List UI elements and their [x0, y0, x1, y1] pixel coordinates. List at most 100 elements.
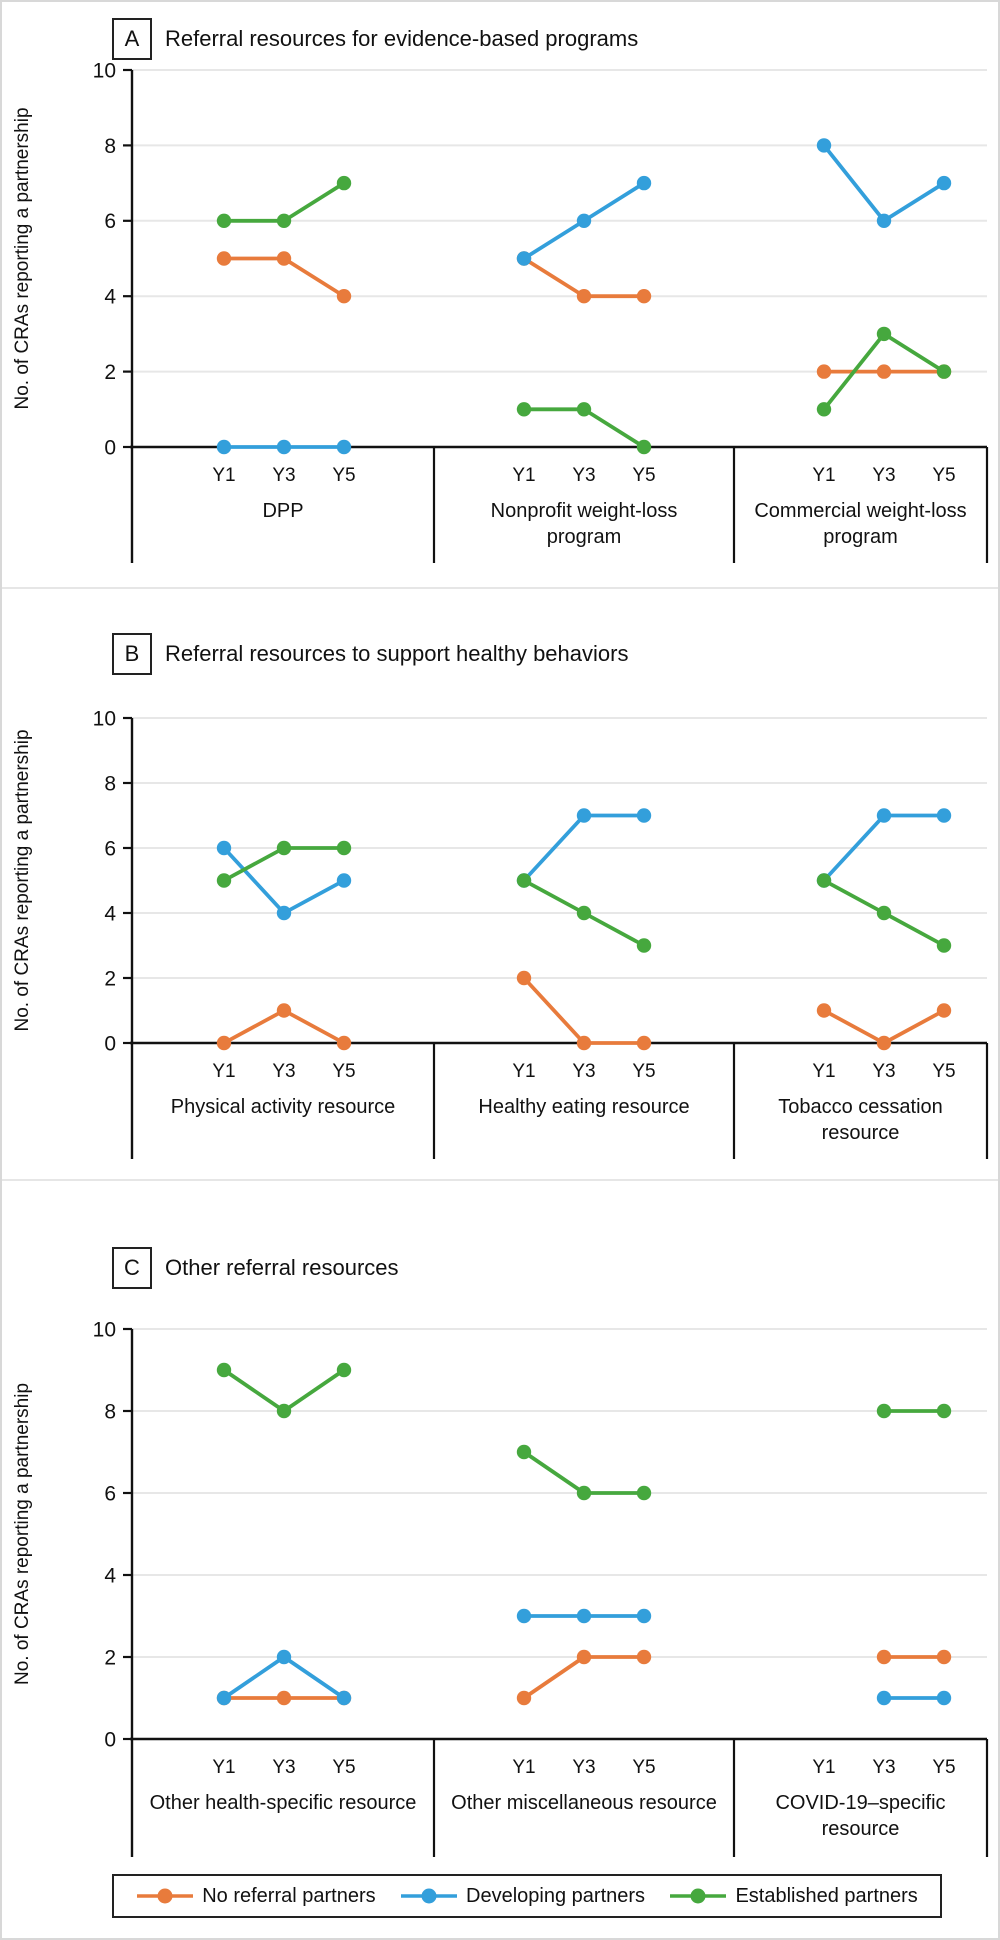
group-label: Healthy eating resource — [478, 1096, 689, 1118]
data-point — [576, 1608, 592, 1624]
data-point — [936, 1649, 952, 1665]
x-tick-label: Y1 — [512, 1757, 535, 1778]
y-tick-label: 4 — [104, 1564, 116, 1587]
group-label: Other miscellaneous resource — [451, 1792, 717, 1814]
x-tick-label: Y5 — [932, 465, 955, 486]
panel-c-title: Other referral resources — [165, 1255, 399, 1280]
panel-b-title-row: B Referral resources to support healthy … — [112, 633, 628, 675]
x-tick-label: Y5 — [332, 1757, 355, 1778]
data-point — [636, 1485, 652, 1501]
data-point — [876, 1690, 892, 1706]
x-tick-label: Y3 — [872, 1757, 895, 1778]
data-point — [336, 175, 352, 191]
group-label: Physical activity resource — [171, 1096, 396, 1118]
group-label: program — [547, 526, 621, 548]
x-tick-label: Y5 — [632, 1757, 655, 1778]
data-point — [276, 1003, 292, 1018]
data-point — [216, 251, 232, 266]
data-point — [216, 840, 232, 856]
data-point — [636, 175, 652, 191]
group-label: resource — [822, 1122, 900, 1144]
group-label: Commercial weight-loss — [754, 500, 966, 522]
x-tick-label: Y3 — [872, 465, 895, 486]
panel-a-chart: 0 2 4 6 8 10 Y1 Y3 Y5 DPP Y1 Y3 Y5 Nonprofit weight-l… — [12, 59, 989, 563]
data-point — [516, 1690, 532, 1706]
x-tick-label: Y3 — [272, 1757, 295, 1778]
y-tick-label: 8 — [104, 135, 116, 158]
y-tick-label: 6 — [104, 1482, 116, 1505]
data-point — [576, 1649, 592, 1665]
group-label: resource — [822, 1818, 900, 1840]
data-point — [216, 1362, 232, 1378]
data-point — [276, 905, 292, 921]
data-point — [336, 289, 352, 304]
data-point — [936, 175, 952, 191]
y-tick-label: 0 — [104, 436, 116, 459]
panel-c-letter-badge: C — [112, 1247, 152, 1289]
data-point — [216, 1035, 232, 1051]
x-tick-label: Y1 — [812, 1757, 835, 1778]
legend-item-no-referral-partners: No referral partners — [136, 1885, 376, 1908]
x-tick-label: Y3 — [572, 1757, 595, 1778]
x-tick-label: Y1 — [512, 1061, 535, 1082]
developing-partners-line-icon — [401, 1888, 458, 1904]
series-line — [522, 976, 644, 1045]
data-point — [336, 1362, 352, 1378]
y-tick-label: 6 — [104, 837, 116, 860]
data-point — [936, 1690, 952, 1706]
panel-b-chart: 0 2 4 6 8 10 Y1 Y3 Y5 Physical activity resource Y… — [12, 707, 989, 1159]
group-label: COVID-19–specific — [775, 1792, 945, 1814]
y-tick-label: 2 — [104, 361, 116, 384]
data-point — [276, 840, 292, 856]
legend: No referral partners Developing partners… — [112, 1874, 942, 1918]
legend-item-developing-partners: Developing partners — [400, 1885, 645, 1908]
data-point — [576, 213, 592, 228]
y-tick-label: 2 — [104, 1646, 116, 1669]
data-point — [516, 251, 532, 266]
panel-a-title-row: A Referral resources for evidence-based … — [112, 18, 638, 60]
group-label: Nonprofit weight-loss — [491, 500, 678, 522]
data-point — [276, 1403, 292, 1419]
y-axis-label: No. of CRAs reporting a partnership — [12, 107, 33, 409]
data-point — [216, 439, 232, 455]
data-point — [936, 1403, 952, 1419]
data-point — [516, 970, 532, 986]
data-point — [516, 1444, 532, 1460]
established-partners-line-icon — [670, 1888, 727, 1904]
data-point — [276, 213, 292, 228]
y-tick-label: 10 — [93, 59, 116, 82]
data-point — [516, 1608, 532, 1624]
x-tick-label: Y1 — [512, 465, 535, 486]
data-point — [636, 808, 652, 823]
x-tick-label: Y3 — [272, 1061, 295, 1082]
x-tick-label: Y1 — [212, 465, 235, 486]
panel-c-title-row: C Other referral resources — [112, 1247, 399, 1289]
data-point — [576, 808, 592, 823]
data-point — [576, 1485, 592, 1501]
panel-c: C Other referral resources 0 2 4 6 8 10 Y1 Y3 Y5… — [2, 1179, 998, 1862]
data-point — [276, 1649, 292, 1665]
data-point — [876, 213, 892, 228]
data-point — [876, 905, 892, 921]
data-point — [636, 439, 652, 455]
data-point — [216, 213, 232, 228]
y-tick-label: 2 — [104, 967, 116, 990]
data-point — [336, 1690, 352, 1706]
panel-a-title: Referral resources for evidence-based pr… — [165, 26, 639, 51]
series-line — [822, 144, 946, 223]
data-point — [876, 1035, 892, 1051]
x-tick-label: Y5 — [932, 1757, 955, 1778]
series-line — [222, 846, 345, 915]
data-point — [576, 402, 592, 417]
data-point — [336, 439, 352, 455]
data-point — [816, 1003, 832, 1018]
y-tick-label: 8 — [104, 1400, 116, 1423]
y-tick-label: 0 — [104, 1728, 116, 1751]
data-point — [936, 1003, 952, 1018]
panel-b-title: Referral resources to support healthy be… — [165, 641, 629, 666]
data-point — [876, 808, 892, 823]
panel-a: A Referral resources for evidence-based … — [2, 2, 998, 587]
group-label: Other health-specific resource — [150, 1792, 417, 1814]
data-point — [876, 1403, 892, 1419]
